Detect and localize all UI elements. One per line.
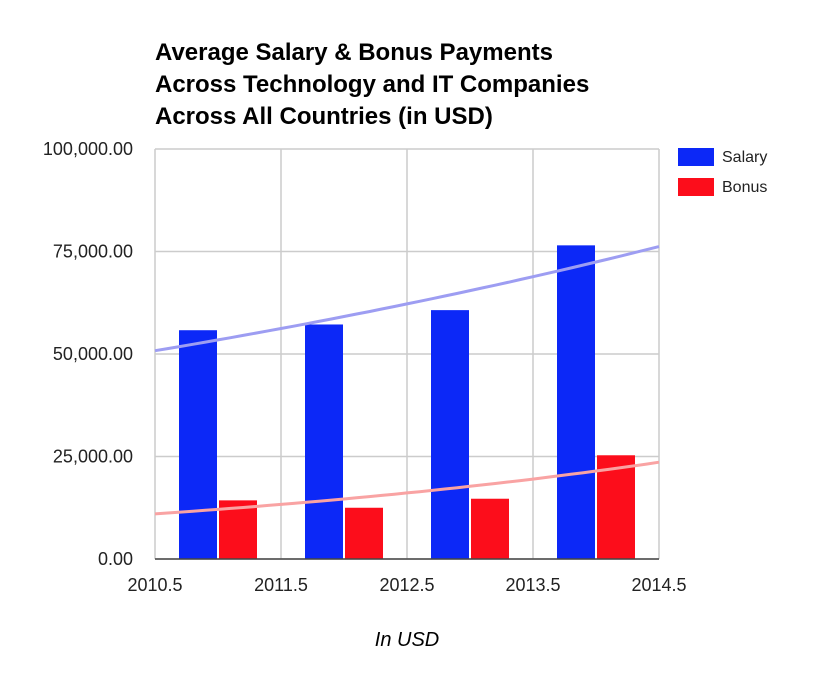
bars-group <box>179 245 635 559</box>
x-tick-label: 2013.5 <box>505 575 560 595</box>
legend-swatch-salary <box>678 148 714 166</box>
bar-salary <box>305 324 343 559</box>
y-tick-label: 50,000.00 <box>53 344 133 364</box>
bar-bonus <box>597 455 635 559</box>
x-tick-label: 2012.5 <box>379 575 434 595</box>
bar-salary <box>179 330 217 559</box>
legend-label-salary: Salary <box>722 149 767 166</box>
legend: Salary Bonus <box>678 148 767 196</box>
chart-title-line-1: Average Salary & Bonus Payments <box>155 39 553 66</box>
chart-title: Average Salary & Bonus Payments Across T… <box>155 37 589 133</box>
y-tick-label: 100,000.00 <box>43 139 133 159</box>
x-axis-ticks: 2010.5 2011.5 2012.5 2013.5 2014.5 <box>127 575 686 595</box>
legend-label-bonus: Bonus <box>722 179 767 196</box>
x-tick-label: 2011.5 <box>254 575 308 595</box>
legend-swatch-bonus <box>678 178 714 196</box>
x-tick-label: 2014.5 <box>631 575 686 595</box>
bar-bonus <box>471 498 509 559</box>
y-tick-label: 25,000.00 <box>53 447 133 467</box>
y-axis-ticks: 0.00 25,000.00 50,000.00 75,000.00 100,000.0… <box>43 139 133 569</box>
x-tick-label: 2010.5 <box>127 575 182 595</box>
y-tick-label: 75,000.00 <box>53 242 133 262</box>
trendline-bonus <box>154 460 660 516</box>
chart-title-line-2: Across Technology and IT Companies <box>155 71 590 98</box>
chart-title-line-3: Across All Countries (in USD) <box>155 103 493 130</box>
y-tick-label: 0.00 <box>98 549 133 569</box>
bar-bonus <box>345 507 383 559</box>
x-axis-label: In USD <box>375 629 439 651</box>
trendline-salary <box>154 245 660 353</box>
bar-salary <box>557 245 595 559</box>
trendlines-group <box>154 245 660 516</box>
bar-salary <box>431 310 469 559</box>
